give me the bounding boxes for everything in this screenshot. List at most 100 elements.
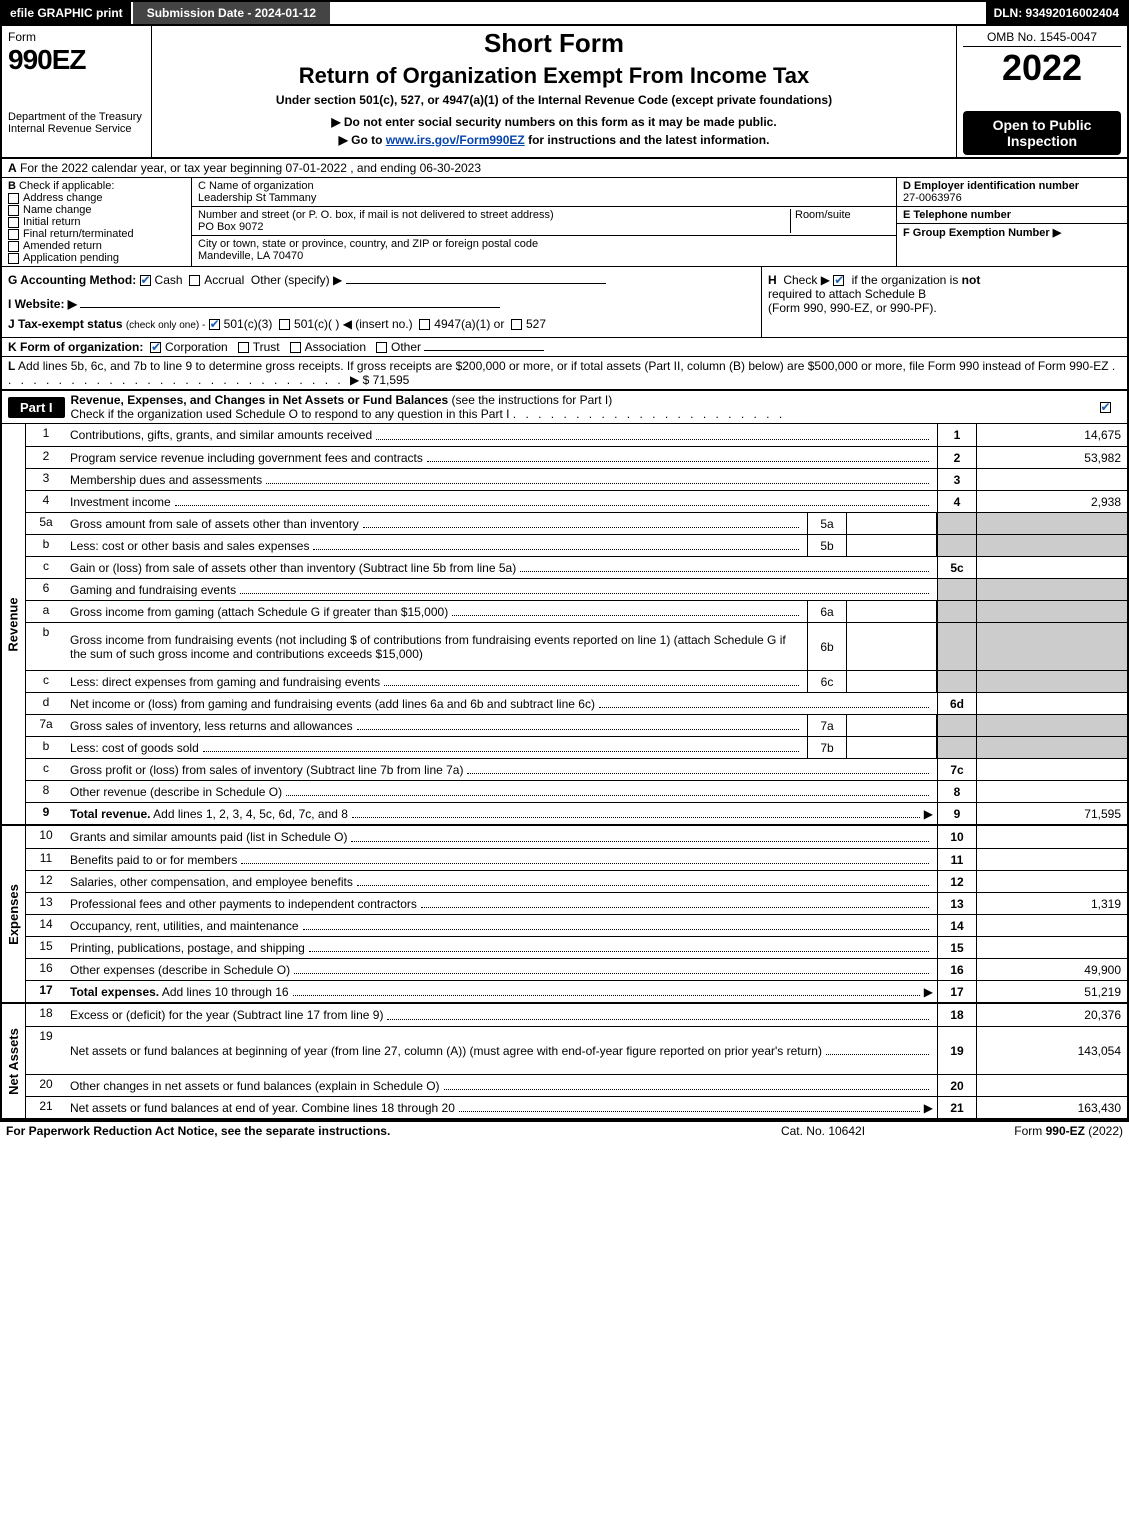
fin-row: 10Grants and similar amounts paid (list … xyxy=(26,826,1127,848)
accounting-method-row: G Accounting Method: Cash Accrual Other … xyxy=(8,273,755,287)
irs-label: Internal Revenue Service xyxy=(8,123,145,135)
ssn-warning: ▶ Do not enter social security numbers o… xyxy=(158,115,950,129)
right-line-value xyxy=(977,623,1127,670)
right-line-value xyxy=(977,1075,1127,1096)
fin-row: 7aGross sales of inventory, less returns… xyxy=(26,714,1127,736)
line-description: Gross profit or (loss) from sales of inv… xyxy=(66,759,937,780)
subtitle: Under section 501(c), 527, or 4947(a)(1)… xyxy=(158,93,950,107)
form-label: Form xyxy=(8,30,145,44)
line-number: 15 xyxy=(26,937,66,958)
right-line-number: 20 xyxy=(937,1075,977,1096)
right-line-value: 143,054 xyxy=(977,1027,1127,1074)
part-i-title: Revenue, Expenses, and Changes in Net As… xyxy=(71,391,1087,423)
checkbox-name-change[interactable] xyxy=(8,205,19,216)
fin-row: 18Excess or (deficit) for the year (Subt… xyxy=(26,1004,1127,1026)
mid-line-value xyxy=(847,715,937,736)
group-exemption-label: F Group Exemption Number ▶ xyxy=(903,226,1121,239)
right-line-number: 19 xyxy=(937,1027,977,1074)
right-line-value xyxy=(977,871,1127,892)
checkbox-501c[interactable] xyxy=(279,319,290,330)
line-description: Grants and similar amounts paid (list in… xyxy=(66,826,937,848)
checkbox-address-change[interactable] xyxy=(8,193,19,204)
fin-row: bLess: cost of goods sold7b xyxy=(26,736,1127,758)
efile-print-button[interactable]: efile GRAPHIC print xyxy=(2,2,131,24)
org-name: Leadership St Tammany xyxy=(198,192,890,204)
checkbox-application-pending[interactable] xyxy=(8,253,19,264)
checkbox-501c3[interactable] xyxy=(209,319,220,330)
right-line-number: 6d xyxy=(937,693,977,714)
line-number: 2 xyxy=(26,447,66,468)
form-of-org-row: K Form of organization: Corporation Trus… xyxy=(2,337,1127,356)
right-line-value: 163,430 xyxy=(977,1097,1127,1118)
paperwork-notice: For Paperwork Reduction Act Notice, see … xyxy=(6,1124,723,1138)
checkbox-other-org[interactable] xyxy=(376,342,387,353)
checkbox-cash[interactable] xyxy=(140,275,151,286)
checkbox-schedule-o[interactable] xyxy=(1100,402,1111,413)
return-title: Return of Organization Exempt From Incom… xyxy=(158,63,950,89)
line-description: Printing, publications, postage, and shi… xyxy=(66,937,937,958)
checkbox-527[interactable] xyxy=(511,319,522,330)
fin-row: bLess: cost or other basis and sales exp… xyxy=(26,534,1127,556)
fin-row: 8Other revenue (describe in Schedule O)8 xyxy=(26,780,1127,802)
city-label: City or town, state or province, country… xyxy=(198,238,890,250)
tax-year: 2022 xyxy=(963,47,1121,89)
right-line-value: 53,982 xyxy=(977,447,1127,468)
checkbox-trust[interactable] xyxy=(238,342,249,353)
fin-row: 9Total revenue. Add lines 1, 2, 3, 4, 5c… xyxy=(26,802,1127,824)
right-line-number xyxy=(937,535,977,556)
checkbox-accrual[interactable] xyxy=(189,275,200,286)
room-suite-label: Room/suite xyxy=(790,209,890,233)
right-line-value xyxy=(977,737,1127,758)
form-number: 990EZ xyxy=(8,44,145,76)
fin-row: 13Professional fees and other payments t… xyxy=(26,892,1127,914)
fin-row: 11Benefits paid to or for members11 xyxy=(26,848,1127,870)
line-description: Gross sales of inventory, less returns a… xyxy=(66,715,807,736)
mid-line-number: 6a xyxy=(807,601,847,622)
right-line-value xyxy=(977,469,1127,490)
fin-row: aGross income from gaming (attach Schedu… xyxy=(26,600,1127,622)
line-description: Net income or (loss) from gaming and fun… xyxy=(66,693,937,714)
line-description: Total expenses. Add lines 10 through 16▶ xyxy=(66,981,937,1002)
line-number: 4 xyxy=(26,491,66,512)
mid-line-number: 7b xyxy=(807,737,847,758)
line-description: Less: cost of goods sold xyxy=(66,737,807,758)
mid-line-value xyxy=(847,623,937,670)
fin-row: cGain or (loss) from sale of assets othe… xyxy=(26,556,1127,578)
line-description: Net assets or fund balances at beginning… xyxy=(66,1027,937,1074)
fin-row: 15Printing, publications, postage, and s… xyxy=(26,936,1127,958)
right-line-number: 11 xyxy=(937,849,977,870)
omb-number: OMB No. 1545-0047 xyxy=(963,28,1121,47)
right-line-number: 8 xyxy=(937,781,977,802)
mid-line-value xyxy=(847,671,937,692)
expenses-side-label: Expenses xyxy=(2,826,26,1002)
line-number: b xyxy=(26,737,66,758)
line-description: Excess or (deficit) for the year (Subtra… xyxy=(66,1004,937,1026)
line-number: 8 xyxy=(26,781,66,802)
checkbox-initial-return[interactable] xyxy=(8,217,19,228)
checkbox-schedule-b[interactable] xyxy=(833,275,844,286)
checkbox-association[interactable] xyxy=(290,342,301,353)
right-line-value xyxy=(977,671,1127,692)
revenue-side-label: Revenue xyxy=(2,424,26,824)
right-line-value: 49,900 xyxy=(977,959,1127,980)
mid-line-number: 6b xyxy=(807,623,847,670)
fin-row: dNet income or (loss) from gaming and fu… xyxy=(26,692,1127,714)
checkbox-4947[interactable] xyxy=(419,319,430,330)
fin-row: 5aGross amount from sale of assets other… xyxy=(26,512,1127,534)
line-description: Salaries, other compensation, and employ… xyxy=(66,871,937,892)
checkbox-amended-return[interactable] xyxy=(8,241,19,252)
form-ref: Form 990-EZ (2022) xyxy=(923,1124,1123,1138)
fin-row: 14Occupancy, rent, utilities, and mainte… xyxy=(26,914,1127,936)
checkbox-final-return[interactable] xyxy=(8,229,19,240)
irs-link[interactable]: www.irs.gov/Form990EZ xyxy=(386,133,525,147)
right-line-number xyxy=(937,513,977,534)
right-line-value xyxy=(977,915,1127,936)
checkbox-corporation[interactable] xyxy=(150,342,161,353)
right-line-number xyxy=(937,601,977,622)
fin-row: cLess: direct expenses from gaming and f… xyxy=(26,670,1127,692)
goto-line: ▶ Go to www.irs.gov/Form990EZ for instru… xyxy=(158,133,950,147)
right-line-number: 7c xyxy=(937,759,977,780)
line-description: Other revenue (describe in Schedule O) xyxy=(66,781,937,802)
right-line-value: 71,595 xyxy=(977,803,1127,824)
right-line-value xyxy=(977,715,1127,736)
